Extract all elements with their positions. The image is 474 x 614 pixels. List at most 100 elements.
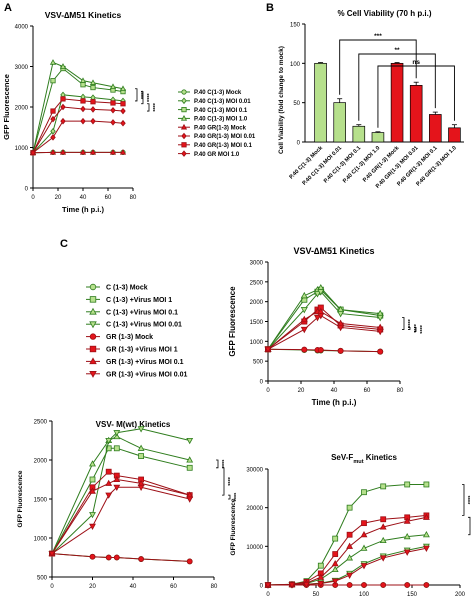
- chart-title-suffix: Kinetics: [364, 453, 398, 462]
- panel-label-a: A: [4, 2, 12, 14]
- data-point: [361, 520, 367, 527]
- x-tick-label: 80: [130, 195, 137, 201]
- data-point: [120, 107, 126, 115]
- significance-bracket: [228, 494, 231, 500]
- series-line: [51, 478, 190, 554]
- significance-label: ns: [412, 59, 420, 66]
- data-point: [119, 85, 127, 92]
- data-point: [337, 347, 344, 354]
- data-point: [119, 148, 127, 155]
- legend-marker: [89, 371, 97, 378]
- series-line: [51, 486, 190, 555]
- y-tick-label: 500: [37, 576, 48, 582]
- data-point: [360, 544, 368, 551]
- y-tick-label: 1000: [15, 146, 29, 152]
- legend-marker: [89, 307, 97, 315]
- significance-label: **: [395, 47, 401, 54]
- legend-label: GR (1-3) +Virus MOI 1: [106, 347, 178, 354]
- data-point: [300, 306, 308, 314]
- data-point: [50, 134, 56, 141]
- data-point: [331, 560, 339, 567]
- data-point: [50, 128, 56, 135]
- y-tick-label: 2000: [15, 106, 29, 112]
- data-point: [60, 96, 66, 102]
- data-point: [89, 460, 96, 467]
- series-line: [32, 120, 124, 154]
- data-point: [80, 117, 86, 125]
- chart-B: 0 50 100 150 % Cell Viability (70 h p.i.) Cel…: [278, 9, 464, 190]
- significance-label: ****: [143, 93, 149, 102]
- data-point: [105, 445, 112, 452]
- bar: [409, 85, 423, 143]
- chart-title-text: VSV- M(wt) Kinetics: [96, 420, 171, 429]
- data-point: [300, 315, 308, 323]
- data-point: [317, 562, 324, 569]
- data-point: [113, 475, 121, 483]
- significance-label: ****: [149, 103, 155, 112]
- significance-bracket: [408, 327, 411, 330]
- legend-marker: [180, 123, 188, 130]
- x-tick-label: 40: [130, 584, 137, 590]
- data-point: [138, 453, 145, 460]
- y-tick-label: 2000: [34, 459, 48, 465]
- data-point: [379, 555, 387, 562]
- y-tick-label: 2500: [34, 420, 48, 426]
- data-point: [264, 582, 272, 589]
- data-point: [379, 523, 387, 530]
- data-point: [49, 59, 57, 65]
- data-point: [105, 492, 113, 499]
- data-point: [332, 551, 339, 557]
- chart-title: VSV-∆M51 Kinetics: [293, 246, 374, 256]
- data-point: [89, 487, 96, 494]
- legend-label: P.40 GR(1-3) MOI 0.1: [194, 143, 253, 149]
- y-tick-label: 500: [253, 360, 264, 366]
- data-point: [90, 117, 96, 125]
- data-point: [361, 489, 367, 496]
- chart-title: % Cell Viability (70 h p.i.): [337, 9, 431, 18]
- data-point: [80, 98, 86, 104]
- data-point: [423, 481, 430, 488]
- legend-label: GR (1-3) Mock: [106, 334, 153, 341]
- data-point: [50, 115, 56, 123]
- y-tick-label: 2500: [250, 280, 264, 286]
- data-point: [302, 581, 310, 589]
- y-tick-label: 1000: [34, 537, 48, 543]
- significance-bracket: [358, 53, 436, 121]
- data-point: [331, 565, 339, 573]
- legend-marker: [181, 89, 187, 95]
- x-tick-label: 200: [455, 592, 466, 598]
- data-point: [346, 531, 353, 538]
- series-line: [267, 514, 427, 586]
- significance-label: ****: [404, 319, 410, 328]
- data-point: [313, 291, 322, 298]
- legend-label: P.40 C(1-3) Mock: [194, 90, 242, 96]
- data-point: [59, 148, 67, 155]
- legend-a: P.40 C(1-3) Mock P.40 C(1-3) MOI 0.01 P.40…: [178, 89, 256, 158]
- data-point: [422, 513, 430, 520]
- data-point: [403, 549, 411, 556]
- y-tick-label: 0: [260, 380, 264, 386]
- significance-bracket: [222, 467, 225, 496]
- y-axis-label: GFP Fluorescence: [230, 498, 237, 555]
- data-point: [317, 573, 325, 580]
- significance-label: ****: [218, 460, 224, 469]
- x-tick-label: 100: [359, 592, 370, 598]
- significance-label: ****: [137, 91, 143, 100]
- legend-label: P.40 GR(1-3) Mock: [194, 125, 247, 131]
- data-point: [105, 468, 112, 475]
- data-point: [90, 84, 96, 91]
- series-line: [32, 61, 124, 153]
- data-point: [49, 148, 57, 155]
- data-point: [346, 554, 354, 561]
- legend-label: C (1-3) Mock: [106, 285, 148, 292]
- data-point: [120, 119, 126, 127]
- series-line: [51, 471, 190, 554]
- data-point: [109, 148, 117, 155]
- data-point: [79, 148, 87, 155]
- chart-C2: 500 1000 1500 2000 2500 0 20 40 60 80 VSV- M(wt) K…: [17, 420, 236, 591]
- y-tick-label: 100: [290, 62, 301, 68]
- data-point: [89, 148, 97, 155]
- chart-title-text: SeV-F: [331, 453, 353, 462]
- significance-bracket: [339, 39, 417, 95]
